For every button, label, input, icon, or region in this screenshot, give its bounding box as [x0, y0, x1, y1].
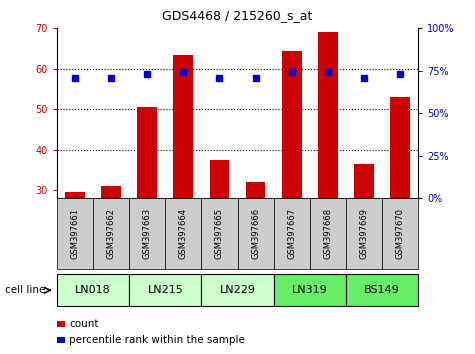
Bar [390, 97, 410, 198]
Bar [238, 198, 274, 269]
Text: GSM397662: GSM397662 [107, 208, 115, 259]
Text: cell line: cell line [5, 285, 45, 295]
Text: GSM397663: GSM397663 [143, 208, 152, 259]
Bar [209, 160, 229, 198]
Text: count: count [69, 319, 99, 329]
Bar [382, 198, 418, 269]
Text: GSM397661: GSM397661 [71, 208, 79, 259]
Bar [57, 198, 93, 269]
Text: LN319: LN319 [292, 285, 328, 295]
Bar [57, 321, 65, 327]
Bar [274, 198, 310, 269]
Bar [101, 186, 121, 198]
Bar [354, 164, 374, 198]
Text: percentile rank within the sample: percentile rank within the sample [69, 335, 245, 345]
Bar [57, 337, 65, 343]
Bar [165, 198, 201, 269]
Bar [318, 32, 338, 198]
Bar [93, 198, 129, 269]
Text: GSM397664: GSM397664 [179, 208, 188, 259]
Text: BS149: BS149 [364, 285, 400, 295]
Text: LN229: LN229 [219, 285, 256, 295]
Text: GSM397665: GSM397665 [215, 208, 224, 259]
Bar [274, 274, 346, 306]
Text: GSM397670: GSM397670 [396, 208, 404, 259]
Bar [346, 274, 418, 306]
Bar [346, 198, 382, 269]
Text: GSM397668: GSM397668 [323, 208, 332, 259]
Text: LN018: LN018 [75, 285, 111, 295]
Bar [57, 274, 129, 306]
Bar [310, 198, 346, 269]
Bar [137, 107, 157, 198]
Bar [65, 192, 85, 198]
Bar [201, 198, 238, 269]
Bar [129, 274, 201, 306]
Bar [173, 55, 193, 198]
Bar [129, 198, 165, 269]
Text: GSM397666: GSM397666 [251, 208, 260, 259]
Text: LN215: LN215 [147, 285, 183, 295]
Text: GSM397667: GSM397667 [287, 208, 296, 259]
Bar [201, 274, 274, 306]
Text: GDS4468 / 215260_s_at: GDS4468 / 215260_s_at [162, 9, 313, 22]
Text: GSM397669: GSM397669 [360, 208, 368, 259]
Bar [282, 51, 302, 198]
Bar [246, 182, 266, 198]
